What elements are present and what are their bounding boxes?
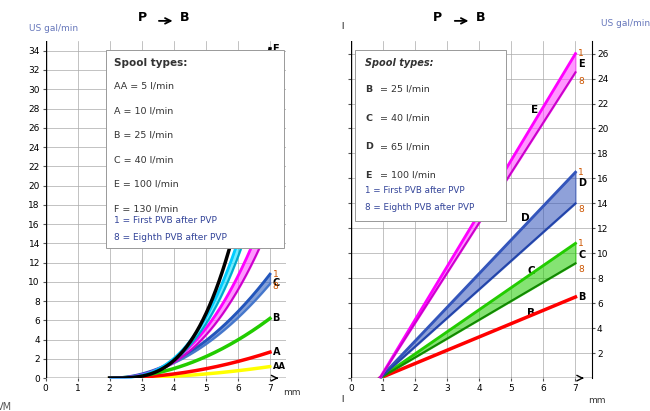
Text: 1: 1	[272, 118, 278, 127]
Text: A: A	[272, 347, 280, 357]
Text: C: C	[527, 266, 535, 276]
Text: 8: 8	[578, 265, 584, 274]
Text: D: D	[521, 213, 530, 223]
Text: P: P	[434, 11, 443, 24]
Text: US gal/min: US gal/min	[601, 18, 650, 28]
Text: 1: 1	[578, 239, 584, 248]
Text: = 25 l/min: = 25 l/min	[378, 85, 430, 94]
Text: Spool types:: Spool types:	[114, 58, 187, 68]
Text: AA = 5 l/min: AA = 5 l/min	[114, 81, 174, 90]
Text: 1 = First PVB after PVP: 1 = First PVB after PVP	[365, 186, 465, 195]
Text: B: B	[180, 11, 190, 24]
Text: l: l	[341, 395, 344, 404]
Text: E: E	[578, 59, 584, 69]
FancyBboxPatch shape	[355, 50, 506, 222]
Text: 8: 8	[578, 76, 584, 85]
Text: 8: 8	[578, 205, 584, 214]
Text: 8 = Eighth PVB after PVP: 8 = Eighth PVB after PVP	[114, 233, 227, 242]
FancyBboxPatch shape	[105, 50, 283, 248]
Text: E: E	[272, 129, 279, 139]
Text: VM: VM	[0, 402, 12, 411]
Text: 8: 8	[272, 222, 278, 231]
Text: Spool types:: Spool types:	[365, 58, 434, 68]
Text: D: D	[272, 208, 281, 217]
Text: = 65 l/min: = 65 l/min	[378, 142, 430, 151]
Text: B: B	[578, 292, 586, 302]
Text: mm: mm	[283, 388, 300, 397]
Text: mm: mm	[588, 396, 606, 405]
Text: A = 10 l/min: A = 10 l/min	[114, 106, 174, 115]
Text: D: D	[578, 178, 586, 188]
Text: D: D	[365, 142, 373, 151]
Text: l: l	[341, 22, 344, 31]
Text: 1: 1	[272, 270, 278, 279]
Text: 8: 8	[272, 152, 278, 161]
Text: B = 25 l/min: B = 25 l/min	[114, 131, 173, 140]
Text: B: B	[476, 11, 486, 24]
Text: E: E	[530, 105, 538, 115]
Text: 8 = Eighth PVB after PVP: 8 = Eighth PVB after PVP	[365, 203, 474, 212]
Text: B: B	[272, 314, 280, 323]
Text: = 40 l/min: = 40 l/min	[378, 113, 430, 122]
Text: 1: 1	[578, 168, 584, 177]
Text: [in]: [in]	[588, 410, 604, 411]
Text: F = 130 l/min: F = 130 l/min	[114, 205, 178, 214]
Text: E = 100 l/min: E = 100 l/min	[114, 180, 179, 189]
Text: C: C	[365, 113, 372, 122]
Text: = 100 l/min: = 100 l/min	[378, 171, 436, 180]
Text: F: F	[272, 44, 279, 54]
Text: 1: 1	[578, 49, 584, 58]
Text: B: B	[527, 308, 536, 318]
Text: 1 = First PVB after PVP: 1 = First PVB after PVP	[114, 216, 217, 225]
Text: P: P	[137, 11, 146, 24]
Text: 8: 8	[272, 282, 278, 291]
Text: AA: AA	[272, 362, 285, 371]
Text: US gal/min: US gal/min	[29, 24, 79, 33]
Text: C: C	[578, 249, 585, 259]
Text: C: C	[272, 278, 280, 288]
Text: 1: 1	[272, 196, 278, 205]
Text: B: B	[365, 85, 372, 94]
Text: E: E	[365, 171, 372, 180]
Text: C = 40 l/min: C = 40 l/min	[114, 155, 174, 164]
